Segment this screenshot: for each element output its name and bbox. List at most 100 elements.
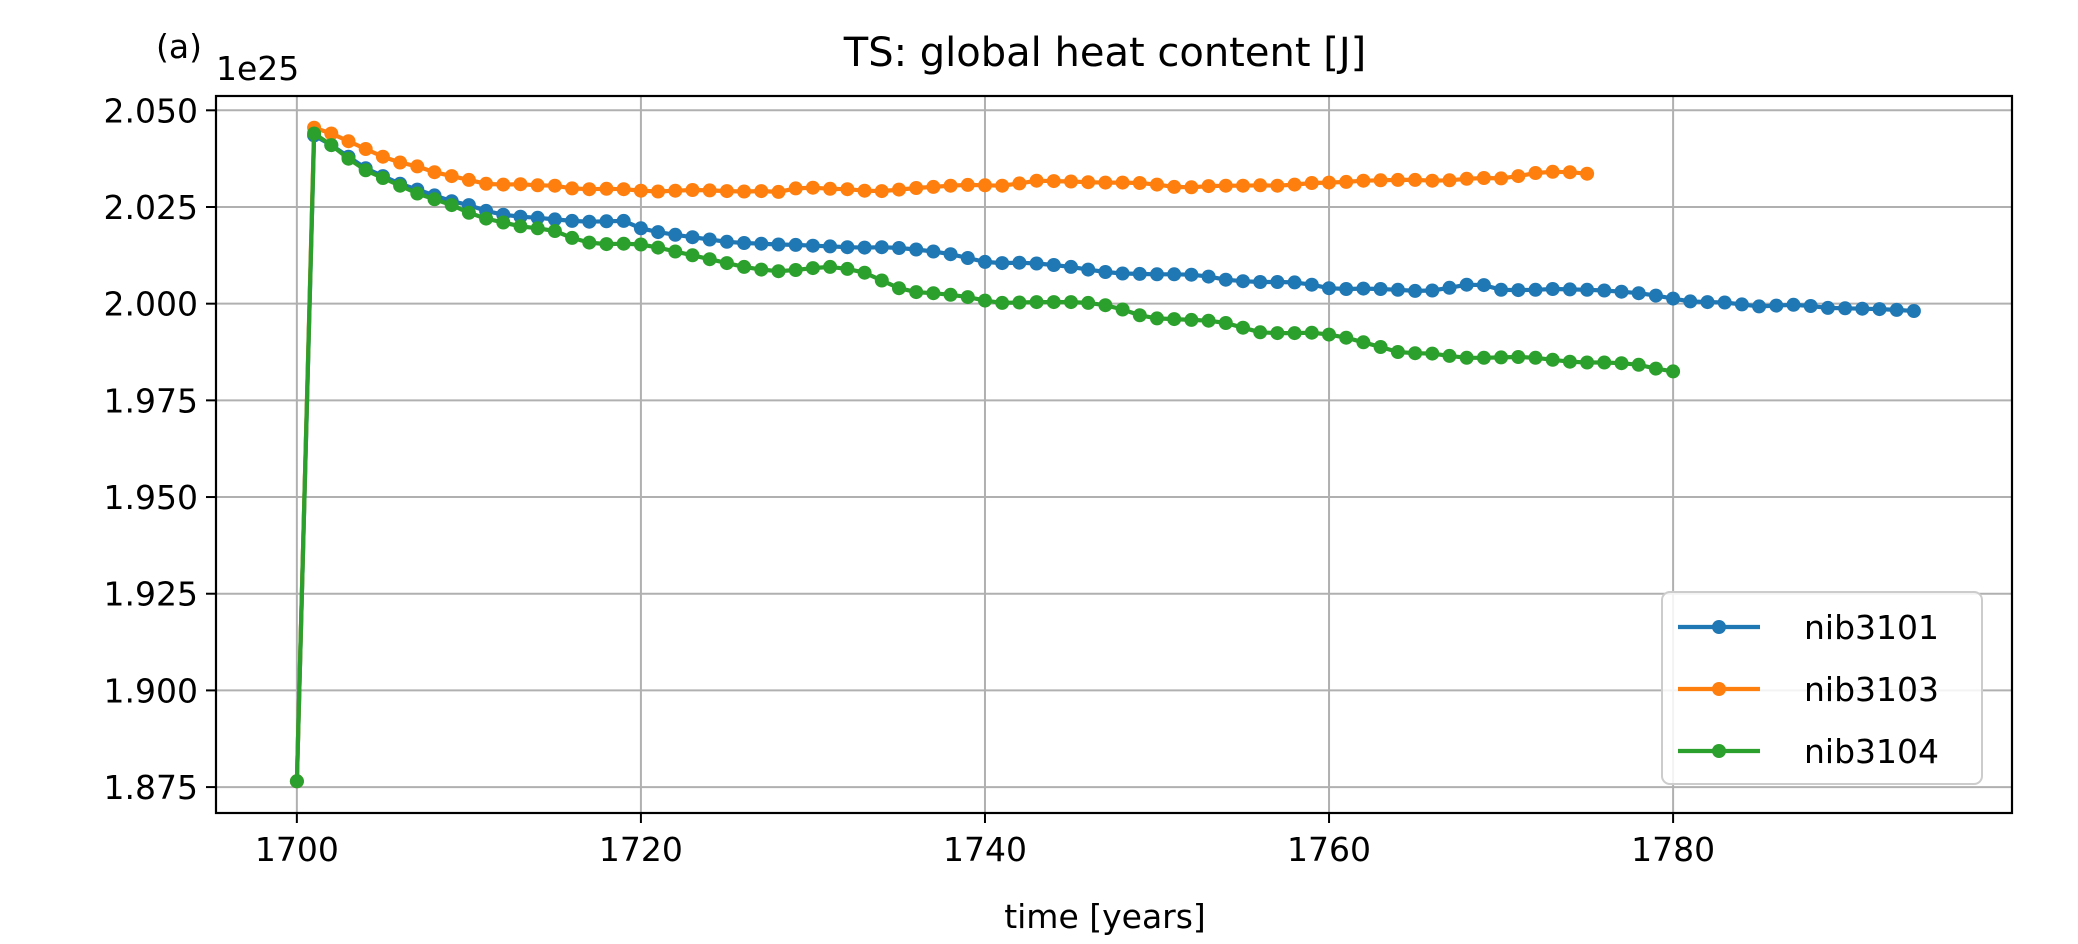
data-point <box>1304 325 1319 340</box>
data-point <box>393 178 408 193</box>
data-point <box>633 221 648 236</box>
data-point <box>909 242 924 257</box>
data-point <box>960 290 975 305</box>
data-point <box>1150 177 1164 192</box>
data-point <box>840 240 855 255</box>
data-point <box>1064 295 1078 310</box>
x-tick-label: 1760 <box>1287 830 1371 869</box>
legend-swatch-marker <box>1712 620 1726 634</box>
data-point <box>1528 166 1543 180</box>
data-point <box>565 213 580 228</box>
data-point <box>995 295 1010 310</box>
data-point <box>1752 299 1767 314</box>
data-point <box>737 236 752 250</box>
y-tick-label: 1.950 <box>104 478 198 517</box>
data-point <box>1270 326 1285 341</box>
data-point <box>1236 178 1250 193</box>
data-point <box>909 181 924 195</box>
data-point <box>1236 274 1250 289</box>
data-point <box>737 184 752 199</box>
data-point <box>857 240 872 255</box>
data-point <box>1132 176 1147 190</box>
data-point <box>547 178 562 193</box>
x-tick-label: 1780 <box>1631 830 1715 869</box>
data-point <box>1304 176 1319 190</box>
data-point <box>1081 262 1096 277</box>
data-point <box>1132 266 1147 281</box>
series-line-nib3103 <box>294 125 1588 782</box>
data-point <box>1597 355 1612 370</box>
data-point <box>1494 171 1509 186</box>
data-point <box>685 248 700 263</box>
data-point <box>1184 267 1199 282</box>
chart-title: TS: global heat content [J] <box>843 30 1366 76</box>
data-point <box>1786 297 1801 312</box>
data-point <box>1666 364 1681 379</box>
data-point <box>892 281 906 296</box>
x-axis-label: time [years] <box>1004 897 1206 936</box>
data-point <box>702 252 717 267</box>
data-point <box>719 184 734 199</box>
data-point <box>892 182 906 197</box>
data-point <box>1889 302 1904 317</box>
data-point <box>1012 295 1027 310</box>
data-point <box>1390 282 1405 297</box>
data-point <box>1459 350 1474 365</box>
data-point <box>1872 302 1887 317</box>
data-point <box>1648 361 1663 376</box>
data-point <box>1425 283 1440 298</box>
data-point <box>1494 350 1509 365</box>
data-point <box>616 236 631 251</box>
data-point <box>1838 301 1853 316</box>
data-point <box>1425 173 1440 188</box>
data-point <box>1029 295 1044 310</box>
data-point <box>771 184 786 199</box>
x-tick-label: 1700 <box>255 830 339 869</box>
data-point <box>582 235 597 250</box>
data-point <box>1580 166 1595 181</box>
data-point <box>530 221 545 236</box>
data-point <box>1218 316 1233 330</box>
data-point <box>616 182 631 197</box>
data-point <box>1373 340 1388 354</box>
data-point <box>668 183 683 198</box>
data-point <box>1029 256 1044 271</box>
data-point <box>1356 173 1371 188</box>
data-point <box>978 293 992 308</box>
data-point <box>599 237 614 252</box>
data-point <box>461 205 476 220</box>
x-axis: 1700 1720 1740 1760 1780 <box>255 813 1715 869</box>
data-point <box>513 177 528 192</box>
data-point <box>1322 175 1336 190</box>
data-point <box>410 159 425 174</box>
y-tick-label: 1.925 <box>104 575 198 614</box>
data-point <box>444 169 459 184</box>
data-point <box>1150 267 1164 282</box>
data-point <box>307 126 322 141</box>
data-point <box>943 178 958 193</box>
data-point <box>1580 355 1595 370</box>
data-point <box>668 227 683 242</box>
data-point <box>1253 325 1268 340</box>
x-tick-label: 1720 <box>599 830 683 869</box>
data-point <box>1167 267 1182 282</box>
data-point <box>1098 265 1113 279</box>
y-tick-label: 1.900 <box>104 671 198 710</box>
data-point <box>1356 335 1371 350</box>
data-point <box>427 192 442 207</box>
data-point <box>685 230 700 245</box>
data-point <box>1218 272 1233 287</box>
data-point <box>926 286 941 301</box>
data-point <box>1115 175 1130 190</box>
data-point <box>1287 177 1302 192</box>
data-point <box>1201 269 1216 284</box>
data-point <box>1029 173 1044 188</box>
data-point <box>1098 298 1113 313</box>
data-point <box>702 232 717 247</box>
data-point <box>943 287 958 302</box>
x-tick-label: 1740 <box>943 830 1027 869</box>
data-point <box>1769 298 1784 313</box>
data-point <box>1373 173 1388 188</box>
data-point <box>599 214 614 229</box>
